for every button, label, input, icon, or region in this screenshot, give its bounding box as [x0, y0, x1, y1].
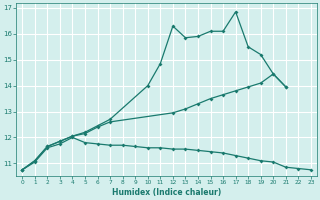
X-axis label: Humidex (Indice chaleur): Humidex (Indice chaleur) [112, 188, 221, 197]
